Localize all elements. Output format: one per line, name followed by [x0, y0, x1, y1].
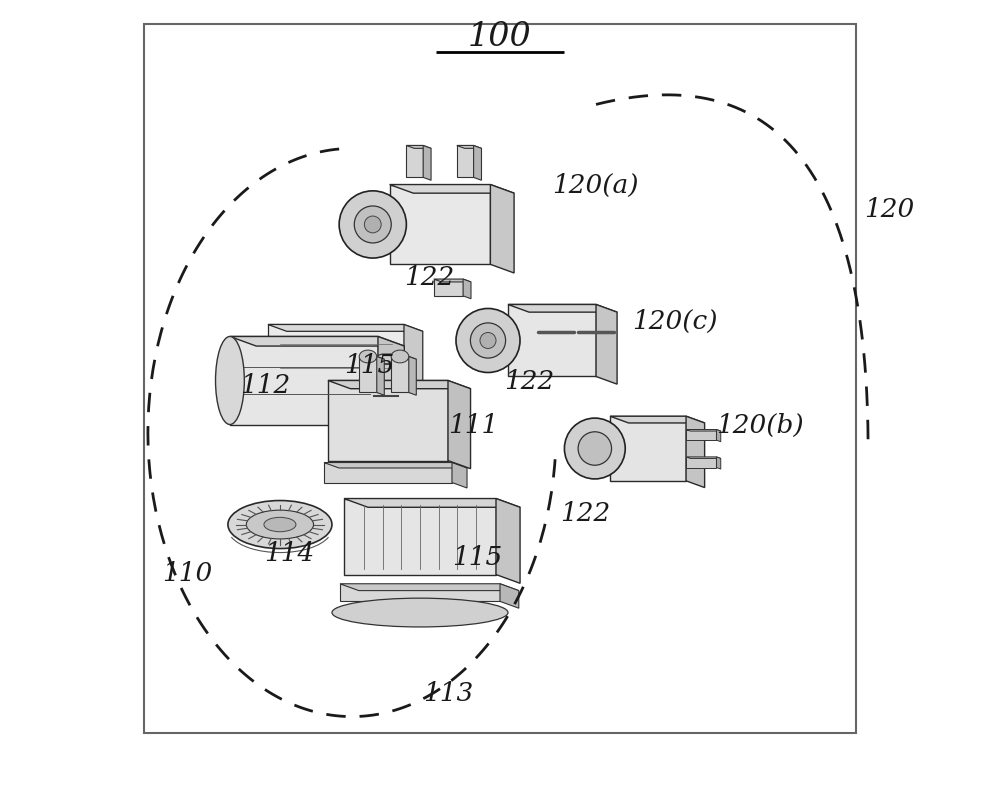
Ellipse shape — [470, 323, 506, 358]
Ellipse shape — [216, 337, 244, 425]
Polygon shape — [423, 146, 431, 181]
Text: 113: 113 — [423, 680, 473, 705]
Text: 112: 112 — [240, 373, 290, 398]
Polygon shape — [406, 146, 423, 178]
Text: 110: 110 — [162, 561, 213, 585]
Ellipse shape — [228, 501, 332, 549]
Polygon shape — [230, 337, 404, 346]
Polygon shape — [328, 381, 448, 461]
Polygon shape — [508, 305, 596, 377]
Polygon shape — [686, 430, 721, 431]
Text: 120(b): 120(b) — [716, 412, 804, 437]
Text: 114: 114 — [264, 541, 314, 565]
Polygon shape — [452, 463, 467, 488]
Polygon shape — [457, 146, 474, 178]
Polygon shape — [686, 457, 716, 468]
Polygon shape — [268, 325, 423, 332]
Polygon shape — [344, 499, 496, 575]
Polygon shape — [378, 337, 404, 435]
Polygon shape — [716, 430, 721, 442]
Text: 115: 115 — [452, 545, 502, 569]
Polygon shape — [230, 337, 378, 425]
Polygon shape — [268, 325, 404, 389]
Ellipse shape — [391, 350, 409, 363]
Text: 120: 120 — [864, 196, 914, 221]
Polygon shape — [377, 357, 384, 395]
Polygon shape — [328, 381, 471, 389]
Text: 115: 115 — [344, 353, 394, 378]
Polygon shape — [686, 457, 721, 459]
Ellipse shape — [354, 207, 391, 244]
Polygon shape — [390, 185, 490, 265]
Polygon shape — [610, 417, 705, 423]
Polygon shape — [359, 357, 384, 360]
Polygon shape — [474, 146, 481, 181]
Polygon shape — [409, 357, 416, 395]
Text: 120(c): 120(c) — [632, 309, 718, 334]
Polygon shape — [391, 357, 416, 360]
Polygon shape — [490, 185, 514, 273]
Polygon shape — [686, 417, 705, 488]
Polygon shape — [324, 463, 452, 483]
Ellipse shape — [456, 309, 520, 373]
Polygon shape — [508, 305, 617, 313]
Text: 100: 100 — [468, 22, 532, 53]
Polygon shape — [434, 280, 463, 297]
Polygon shape — [463, 280, 471, 299]
Ellipse shape — [246, 511, 314, 539]
Polygon shape — [391, 357, 409, 393]
Polygon shape — [596, 305, 617, 385]
Text: 111: 111 — [448, 412, 498, 437]
Text: 120(a): 120(a) — [552, 172, 639, 198]
Polygon shape — [324, 463, 467, 468]
FancyBboxPatch shape — [376, 354, 409, 407]
Ellipse shape — [339, 192, 406, 259]
Polygon shape — [390, 185, 514, 194]
Text: 122: 122 — [504, 369, 554, 394]
Polygon shape — [406, 146, 431, 149]
Polygon shape — [686, 430, 716, 440]
Text: 122: 122 — [404, 265, 454, 290]
Ellipse shape — [578, 432, 612, 466]
Polygon shape — [500, 584, 519, 609]
Ellipse shape — [332, 598, 508, 627]
Bar — [144, 26, 856, 733]
Polygon shape — [344, 499, 520, 508]
Ellipse shape — [364, 217, 381, 233]
Polygon shape — [610, 417, 686, 481]
Polygon shape — [448, 381, 471, 469]
Ellipse shape — [480, 333, 496, 349]
Polygon shape — [434, 280, 471, 282]
Polygon shape — [359, 357, 377, 393]
Ellipse shape — [264, 517, 296, 532]
Ellipse shape — [564, 419, 625, 480]
Polygon shape — [496, 499, 520, 584]
Polygon shape — [716, 457, 721, 469]
Polygon shape — [340, 584, 500, 602]
Polygon shape — [404, 325, 423, 396]
Polygon shape — [457, 146, 481, 149]
Ellipse shape — [359, 350, 377, 363]
Text: 122: 122 — [560, 500, 610, 525]
Polygon shape — [340, 584, 519, 591]
